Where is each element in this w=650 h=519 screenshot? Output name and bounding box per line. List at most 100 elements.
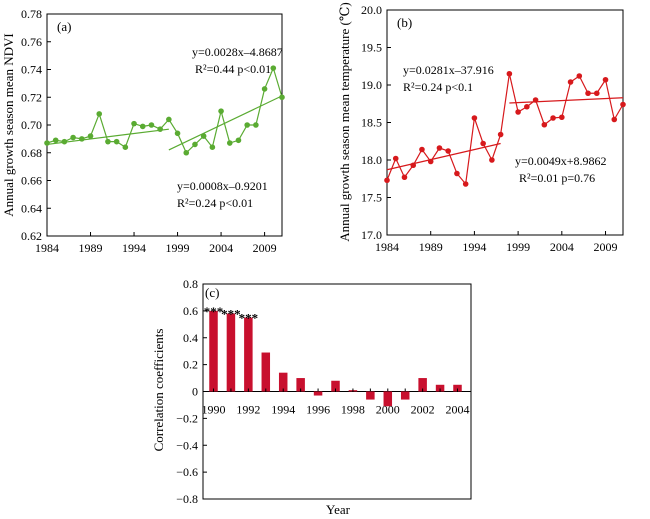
x-tick-label: 2000 [376, 403, 400, 417]
x-tick-label: 1992 [236, 403, 260, 417]
x-tick-label: 2004 [209, 241, 233, 255]
data-point [401, 174, 408, 181]
y-tick-label: 18.0 [361, 153, 382, 167]
x-tick-label: 1994 [271, 403, 295, 417]
panel-b-eq-upper-line2: R²=0.24 p<0.1 [403, 80, 473, 94]
data-point [148, 122, 155, 128]
panel-b-eq-upper-line1: y=0.0281x–37.916 [403, 63, 494, 77]
data-point [541, 121, 548, 128]
panel-c-label: (c) [205, 285, 219, 300]
x-tick-label: 1984 [35, 241, 59, 255]
panel-b-label: (b) [397, 15, 412, 30]
panel-c-correlation-chart: (c) Correlation coefficients Year −0.8 −0… [151, 277, 472, 517]
data-point [593, 90, 600, 97]
panel-c-x-axis-title: Year [326, 502, 351, 517]
data-point [131, 120, 137, 127]
x-tick-label: 2004 [446, 403, 470, 417]
y-tick-label: 0.74 [21, 63, 42, 77]
data-point [61, 138, 68, 145]
panel-b-trend-eq-upper: y=0.0281x–37.916 R²=0.24 p<0.1 [403, 63, 494, 94]
panel-c-y-axis-title: Correlation coefficients [151, 329, 166, 452]
x-tick-label: 1989 [79, 241, 103, 255]
significance-label: *** [204, 304, 224, 319]
y-tick-label: 19.5 [361, 41, 382, 55]
bar [331, 380, 340, 392]
data-point [139, 123, 146, 130]
data-point [427, 158, 434, 165]
data-point [524, 103, 530, 110]
data-point [462, 181, 469, 187]
data-point [410, 162, 417, 169]
bar [244, 317, 253, 392]
data-point [445, 148, 451, 154]
bar [296, 378, 305, 392]
data-point [384, 177, 390, 184]
y-tick-label: 0.6 [183, 304, 198, 318]
x-tick-label: 1999 [166, 241, 190, 255]
data-point [96, 111, 103, 117]
y-tick-label: 0.4 [183, 331, 198, 345]
data-point [419, 146, 425, 153]
y-tick-label: 0 [192, 385, 198, 399]
data-point [532, 97, 539, 103]
panel-a-y-axis-title: Annual growth season mean NDVI [1, 33, 16, 216]
data-point [218, 108, 224, 114]
panel-b-temperature-chart: (b) Annual growth season mean temperatur… [337, 2, 626, 254]
data-point [559, 114, 565, 121]
panel-a-eq-upper-line2: R²=0.44 p<0.01 [195, 62, 271, 76]
y-tick-label: 0.72 [21, 90, 42, 104]
y-tick-label: 0.62 [21, 229, 42, 243]
data-point [620, 101, 626, 108]
bar [226, 313, 236, 392]
data-point [515, 109, 521, 115]
y-tick-label: −0.4 [176, 438, 198, 452]
bar [313, 391, 323, 396]
data-point [480, 140, 486, 147]
data-point [270, 65, 277, 71]
panel-a-trend-eq-upper: y=0.0028x–4.8687 R²=0.44 p<0.01 [192, 45, 283, 76]
x-tick-label: 1990 [202, 403, 226, 417]
y-tick-label: 0.66 [21, 174, 42, 188]
data-point [244, 122, 250, 128]
data-point [567, 79, 574, 85]
significance-label: *** [239, 311, 259, 326]
y-tick-label: 18.5 [361, 116, 382, 130]
panel-b-y-axis-title: Annual growth season mean temperature (℃… [337, 2, 352, 241]
x-tick-label: 2009 [594, 240, 618, 254]
data-point [489, 157, 495, 163]
y-tick-label: −0.6 [176, 465, 198, 479]
bar [435, 384, 445, 392]
y-tick-label: 0.76 [21, 35, 42, 49]
data-point [279, 94, 285, 101]
trend-line [46, 128, 169, 146]
panel-b-eq-lower-line1: y=0.0049x+8.9862 [515, 154, 607, 168]
data-point [79, 136, 85, 142]
data-point [576, 73, 583, 79]
x-tick-label: 2002 [411, 403, 435, 417]
y-tick-label: 0.2 [183, 358, 198, 372]
panel-b-trend-eq-lower: y=0.0049x+8.9862 R²=0.01 p=0.76 [515, 154, 607, 185]
x-tick-label: 2009 [253, 241, 277, 255]
y-tick-label: −0.2 [176, 411, 198, 425]
series-line [46, 66, 283, 154]
y-tick-label: 0.70 [21, 118, 42, 132]
y-tick-label: 19.0 [361, 78, 382, 92]
data-point [87, 133, 94, 139]
x-tick-label: 2004 [550, 240, 574, 254]
data-point [506, 70, 513, 77]
data-point [261, 86, 268, 92]
data-point [209, 144, 216, 150]
x-tick-label: 1989 [419, 240, 443, 254]
x-tick-label: 1998 [341, 403, 365, 417]
data-point [436, 145, 443, 151]
data-point [105, 138, 111, 145]
data-point [611, 116, 618, 123]
bar [453, 384, 462, 392]
y-tick-label: −0.8 [176, 492, 198, 506]
x-tick-label: 1999 [506, 240, 530, 254]
x-tick-label: 1984 [375, 240, 399, 254]
data-point [52, 137, 59, 144]
data-point [174, 130, 181, 137]
panel-a-trend-eq-lower: y=0.0008x–0.9201 R²=0.24 p<0.01 [177, 179, 268, 210]
